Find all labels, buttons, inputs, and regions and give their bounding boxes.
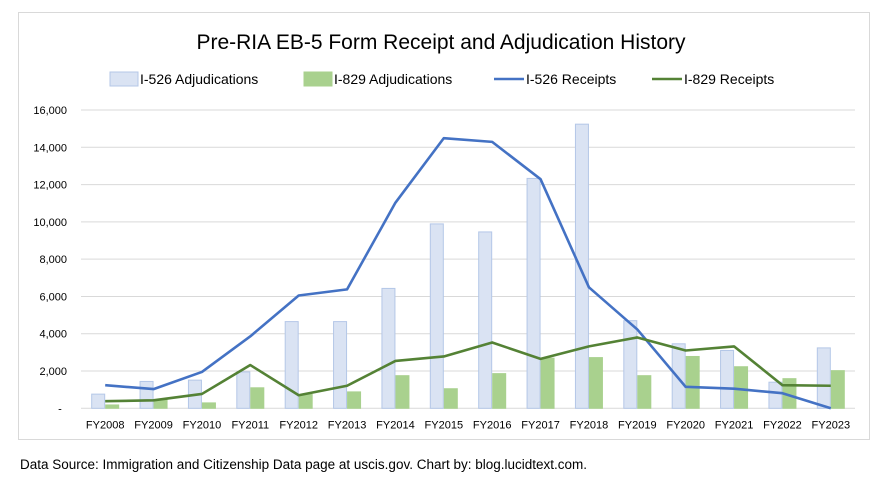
y-tick-label: 12,000 xyxy=(33,180,67,192)
line-i-526-receipts xyxy=(105,136,832,410)
y-tick-label: 2,000 xyxy=(39,366,67,378)
line-i-829-receipts xyxy=(105,336,831,403)
chart-frame xyxy=(18,12,870,440)
x-tick-label: FY2022 xyxy=(763,419,802,431)
x-tick-label: FY2011 xyxy=(231,419,269,431)
x-tick-label: FY2012 xyxy=(279,419,318,431)
y-tick-label: 4,000 xyxy=(39,329,67,341)
y-tick-label: 16,000 xyxy=(33,105,67,117)
bar-i-526-adjudications xyxy=(381,287,396,409)
bar-i-829-adjudications xyxy=(250,387,265,409)
bar-i-829-adjudications xyxy=(443,388,458,409)
y-tick-label: 8,000 xyxy=(39,254,67,266)
x-tick-label: FY2014 xyxy=(376,419,415,431)
bar-i-829-adjudications xyxy=(588,357,603,409)
bar-i-829-adjudications xyxy=(298,394,313,409)
x-tick-label: FY2009 xyxy=(134,419,173,431)
bar-i-829-adjudications xyxy=(685,355,700,409)
bar-i-526-adjudications xyxy=(139,380,154,409)
bar-i-829-adjudications xyxy=(830,370,845,409)
bars xyxy=(91,123,845,409)
x-axis: FY2008 FY2009 FY2010 FY2011 FY2012 FY2013 FY20… xyxy=(86,419,850,431)
bar-i-829-adjudications xyxy=(540,357,555,409)
x-tick-label: FY2023 xyxy=(812,419,851,431)
bar-i-526-adjudications xyxy=(429,223,444,409)
y-tick-label: 6,000 xyxy=(39,291,67,303)
x-tick-label: FY2020 xyxy=(666,419,705,431)
bar-i-829-adjudications xyxy=(201,402,216,409)
bar-i-829-adjudications xyxy=(395,375,410,409)
legend-swatch xyxy=(109,71,139,87)
bar-i-526-adjudications xyxy=(91,393,106,409)
y-tick-label: 10,000 xyxy=(33,217,67,229)
legend-label: I-526 Receipts xyxy=(526,71,616,87)
x-tick-label: FY2017 xyxy=(521,419,560,431)
data-source-note: Data Source: Immigration and Citizenship… xyxy=(20,457,588,472)
legend-swatch xyxy=(303,71,333,87)
y-tick-label: 14,000 xyxy=(33,142,67,154)
legend-label: I-829 Adjudications xyxy=(334,71,452,87)
y-axis: - 2,000 4,000 6,000 8,000 10,000 12,000 14,000 1… xyxy=(33,105,67,415)
legend: I-526 Adjudications I-829 Adjudications I-… xyxy=(109,71,774,87)
bar-i-526-adjudications xyxy=(526,177,541,409)
bar-i-526-adjudications xyxy=(478,231,493,409)
bar-i-829-adjudications xyxy=(105,404,120,409)
x-tick-label: FY2016 xyxy=(473,419,512,431)
bar-i-526-adjudications xyxy=(768,381,783,409)
bar-i-526-adjudications xyxy=(284,321,299,409)
bar-i-526-adjudications xyxy=(816,347,831,409)
bar-i-526-adjudications xyxy=(574,123,589,409)
lines xyxy=(105,136,832,410)
chart-title: Pre-RIA EB-5 Form Receipt and Adjudicati… xyxy=(196,31,686,54)
y-tick-label: - xyxy=(58,403,62,415)
bar-i-526-adjudications xyxy=(333,321,348,409)
bar-i-526-adjudications xyxy=(720,350,735,409)
x-tick-label: FY2010 xyxy=(183,419,222,431)
bar-i-829-adjudications xyxy=(347,391,362,409)
x-tick-label: FY2019 xyxy=(618,419,657,431)
x-tick-label: FY2008 xyxy=(86,419,125,431)
bar-i-829-adjudications xyxy=(637,375,652,409)
x-tick-label: FY2021 xyxy=(715,419,754,431)
x-tick-label: FY2018 xyxy=(570,419,609,431)
bar-i-526-adjudications xyxy=(671,343,686,409)
legend-label: I-829 Receipts xyxy=(684,71,774,87)
bar-i-526-adjudications xyxy=(236,371,251,409)
legend-label: I-526 Adjudications xyxy=(140,71,258,87)
bar-i-829-adjudications xyxy=(492,373,507,409)
bar-i-829-adjudications xyxy=(734,366,749,409)
x-tick-label: FY2015 xyxy=(425,419,464,431)
bar-i-526-adjudications xyxy=(623,320,638,409)
gridlines xyxy=(81,109,855,409)
x-tick-label: FY2013 xyxy=(328,419,367,431)
